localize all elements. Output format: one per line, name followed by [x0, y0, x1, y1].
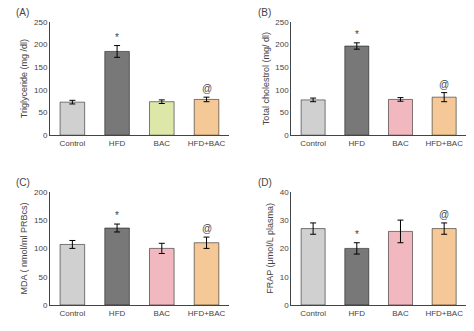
svg-text:(A): (A) — [16, 7, 29, 18]
svg-text:50: 50 — [280, 108, 289, 117]
svg-text:BAC: BAC — [154, 309, 171, 318]
svg-text:Control: Control — [59, 309, 85, 318]
svg-text:10: 10 — [280, 273, 289, 282]
svg-text:200: 200 — [34, 40, 48, 49]
svg-text:0: 0 — [43, 131, 48, 140]
svg-text:HFD+BAC: HFD+BAC — [425, 139, 463, 148]
svg-text:HFD+BAC: HFD+BAC — [188, 309, 226, 318]
svg-text:150: 150 — [275, 63, 289, 72]
svg-text:200: 200 — [34, 188, 48, 197]
svg-text:Control: Control — [59, 139, 85, 148]
svg-text:(B): (B) — [258, 7, 271, 18]
svg-text:HFD: HFD — [109, 309, 126, 318]
svg-text:*: * — [355, 229, 359, 240]
svg-text:BAC: BAC — [392, 139, 409, 148]
svg-text:50: 50 — [38, 108, 47, 117]
svg-text:20: 20 — [280, 244, 289, 253]
svg-text:250: 250 — [34, 18, 48, 27]
svg-text:HFD+BAC: HFD+BAC — [425, 309, 463, 318]
svg-text:HFD: HFD — [349, 139, 366, 148]
svg-text:*: * — [115, 32, 119, 43]
svg-text:(C): (C) — [16, 177, 30, 188]
svg-text:250: 250 — [275, 18, 289, 27]
svg-text:BAC: BAC — [392, 309, 409, 318]
svg-text:0: 0 — [284, 301, 289, 310]
svg-text:0: 0 — [284, 131, 289, 140]
svg-text:100: 100 — [275, 86, 289, 95]
svg-text:200: 200 — [275, 40, 289, 49]
svg-text:100: 100 — [34, 86, 48, 95]
svg-text:50: 50 — [38, 273, 47, 282]
svg-text:*: * — [355, 29, 359, 40]
svg-text:Triglyceride (mg /dl): Triglyceride (mg /dl) — [19, 39, 29, 118]
svg-text:@: @ — [202, 83, 212, 94]
svg-text:MDA ( nmol/ml PRBcs): MDA ( nmol/ml PRBcs) — [19, 202, 29, 294]
svg-text:BAC: BAC — [154, 139, 171, 148]
svg-text:*: * — [115, 210, 119, 221]
svg-text:FRAP (μmol/L plasma): FRAP (μmol/L plasma) — [265, 203, 275, 294]
svg-text:HFD: HFD — [109, 139, 126, 148]
svg-text:40: 40 — [280, 188, 289, 197]
svg-text:100: 100 — [34, 244, 48, 253]
svg-text:(D): (D) — [258, 177, 272, 188]
svg-text:30: 30 — [280, 216, 289, 225]
svg-text:HFD+BAC: HFD+BAC — [188, 139, 226, 148]
svg-text:@: @ — [439, 79, 449, 90]
svg-text:150: 150 — [34, 216, 48, 225]
svg-text:150: 150 — [34, 63, 48, 72]
svg-text:HFD: HFD — [349, 309, 366, 318]
svg-text:Control: Control — [300, 309, 326, 318]
svg-text:Control: Control — [300, 139, 326, 148]
svg-text:@: @ — [202, 223, 212, 234]
svg-text:Total cholestrol (mg/ dl): Total cholestrol (mg/ dl) — [261, 32, 271, 125]
svg-text:@: @ — [439, 209, 449, 220]
svg-text:0: 0 — [43, 301, 48, 310]
